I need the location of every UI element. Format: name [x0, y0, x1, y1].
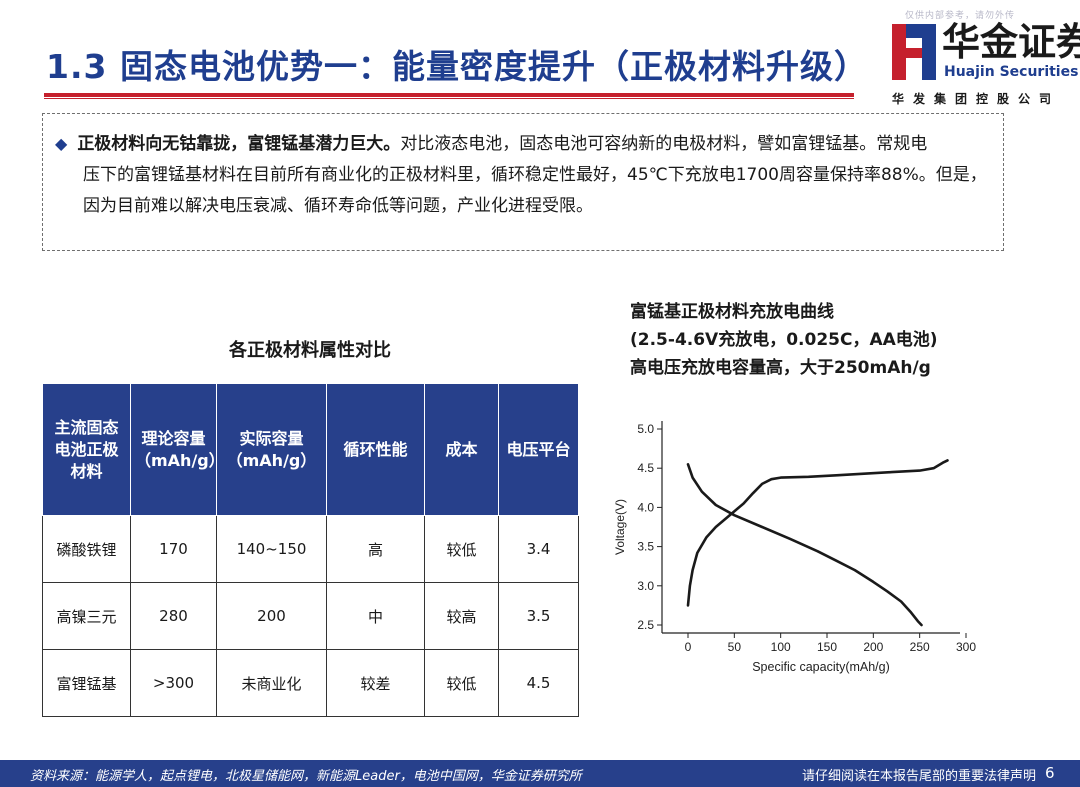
- table-row: 富锂锰基 >300 未商业化 较差 较低 4.5: [42, 649, 579, 717]
- table-header-row: 主流固态电池正极材料 理论容量（mAh/g） 实际容量（mAh/g） 循环性能 …: [42, 383, 579, 516]
- x-axis-label: Specific capacity(mAh/g): [752, 660, 890, 674]
- y-tick-label: 3.5: [637, 540, 654, 554]
- table-cell: 磷酸铁锂: [42, 515, 131, 583]
- header-voltage-platform: 电压平台: [498, 383, 579, 516]
- header-cycle-performance: 循环性能: [326, 383, 425, 516]
- logo-tagline: 华发集团控股公司: [892, 92, 1061, 106]
- table-cell: 4.5: [498, 649, 579, 717]
- chart-caption-line-2: (2.5-4.6V充放电，0.025C，AA电池): [630, 330, 938, 350]
- summary-line-1: 对比液态电池，固态电池可容纳新的电极材料，譬如富锂锰基。常规电: [400, 134, 928, 154]
- x-tick-label: 100: [771, 640, 791, 654]
- header-cost: 成本: [424, 383, 499, 516]
- table-row: 磷酸铁锂 170 140~150 高 较低 3.4: [42, 515, 579, 583]
- header-theoretical-capacity: 理论容量（mAh/g）: [130, 383, 225, 516]
- table-cell: 高: [326, 515, 425, 583]
- table-cell: 高镍三元: [42, 582, 131, 650]
- table-cell: 较低: [424, 649, 499, 717]
- page-title: 1.3 固态电池优势一：能量密度提升（正极材料升级）: [46, 47, 868, 86]
- summary-line-2: 压下的富锂锰基材料在目前所有商业化的正极材料里，循环稳定性最好，45℃下充放电1…: [83, 165, 987, 185]
- x-tick-label: 0: [685, 640, 692, 654]
- header-material: 主流固态电池正极材料: [42, 383, 131, 516]
- y-tick-label: 4.0: [637, 500, 654, 514]
- table-title: 各正极材料属性对比: [229, 340, 391, 361]
- table-cell: 较低: [424, 515, 499, 583]
- chart-caption-line-1: 富锰基正极材料充放电曲线: [630, 302, 834, 322]
- table-cell: 170: [130, 515, 217, 583]
- table-cell: 较差: [326, 649, 425, 717]
- title-divider: [44, 93, 854, 97]
- y-tick-label: 3.0: [637, 579, 654, 593]
- charge-curve: [686, 459, 949, 607]
- table-cell: 280: [130, 582, 217, 650]
- x-tick-label: 300: [956, 640, 976, 654]
- table-cell: 140~150: [216, 515, 327, 583]
- cathode-comparison-table: 主流固态电池正极材料 理论容量（mAh/g） 实际容量（mAh/g） 循环性能 …: [42, 383, 579, 717]
- table-cell: 3.5: [498, 582, 579, 650]
- logo-mark-icon: [892, 24, 936, 80]
- table-cell: 富锂锰基: [42, 649, 131, 717]
- discharge-curve: [686, 463, 923, 627]
- table-cell: 3.4: [498, 515, 579, 583]
- charge-discharge-chart: 2.5 3.0 3.5 4.0 4.5 5.0 0 50 100 150 200 250 300 Spec…: [613, 421, 976, 674]
- footer-legal-notice: 请仔细阅读在本报告尾部的重要法律声明: [802, 769, 1037, 784]
- logo-english-name: Huajin Securities: [944, 64, 1079, 80]
- page-number: 6: [1045, 764, 1055, 782]
- footer-source: 资料来源：能源学人，起点锂电，北极星储能网，新能源Leader，电池中国网，华金…: [30, 769, 582, 784]
- table-cell: 较高: [424, 582, 499, 650]
- table-cell: >300: [130, 649, 217, 717]
- title-divider-thin: [44, 98, 854, 99]
- summary-box: ◆ 正极材料向无钴靠拢，富锂锰基潜力巨大。对比液态电池，固态电池可容纳新的电极材料…: [42, 113, 1004, 251]
- y-tick-label: 5.0: [637, 422, 654, 436]
- y-tick-label: 2.5: [637, 618, 654, 632]
- x-tick-label: 50: [728, 640, 742, 654]
- y-tick-label: 4.5: [637, 461, 654, 475]
- watermark-text: 仅供内部参考，请勿外传: [905, 11, 1016, 21]
- summary-line-3: 因为目前难以解决电压衰减、循环寿命低等问题，产业化进程受限。: [83, 196, 593, 216]
- table-cell: 未商业化: [216, 649, 327, 717]
- summary-lead: 正极材料向无钴靠拢，富锂锰基潜力巨大。: [77, 134, 401, 154]
- logo-chinese-name: 华金证券: [942, 20, 1080, 64]
- company-logo: 华金证券 Huajin Securities 华发集团控股公司: [890, 20, 1080, 110]
- x-tick-label: 150: [817, 640, 837, 654]
- table-cell: 中: [326, 582, 425, 650]
- chart-caption: 富锰基正极材料充放电曲线 (2.5-4.6V充放电，0.025C，AA电池) 高…: [630, 298, 938, 382]
- table-row: 高镍三元 280 200 中 较高 3.5: [42, 582, 579, 650]
- x-tick-label: 250: [910, 640, 930, 654]
- table-cell: 200: [216, 582, 327, 650]
- summary-paragraph: ◆ 正极材料向无钴靠拢，富锂锰基潜力巨大。对比液态电池，固态电池可容纳新的电极材料…: [55, 128, 999, 222]
- header-actual-capacity: 实际容量（mAh/g）: [216, 383, 327, 516]
- footer-bar: 资料来源：能源学人，起点锂电，北极星储能网，新能源Leader，电池中国网，华金…: [0, 760, 1080, 787]
- y-axis-label: Voltage(V): [613, 499, 627, 555]
- x-tick-label: 200: [863, 640, 883, 654]
- diamond-bullet-icon: ◆: [55, 134, 68, 153]
- chart-caption-line-3: 高电压充放电容量高，大于250mAh/g: [630, 358, 931, 378]
